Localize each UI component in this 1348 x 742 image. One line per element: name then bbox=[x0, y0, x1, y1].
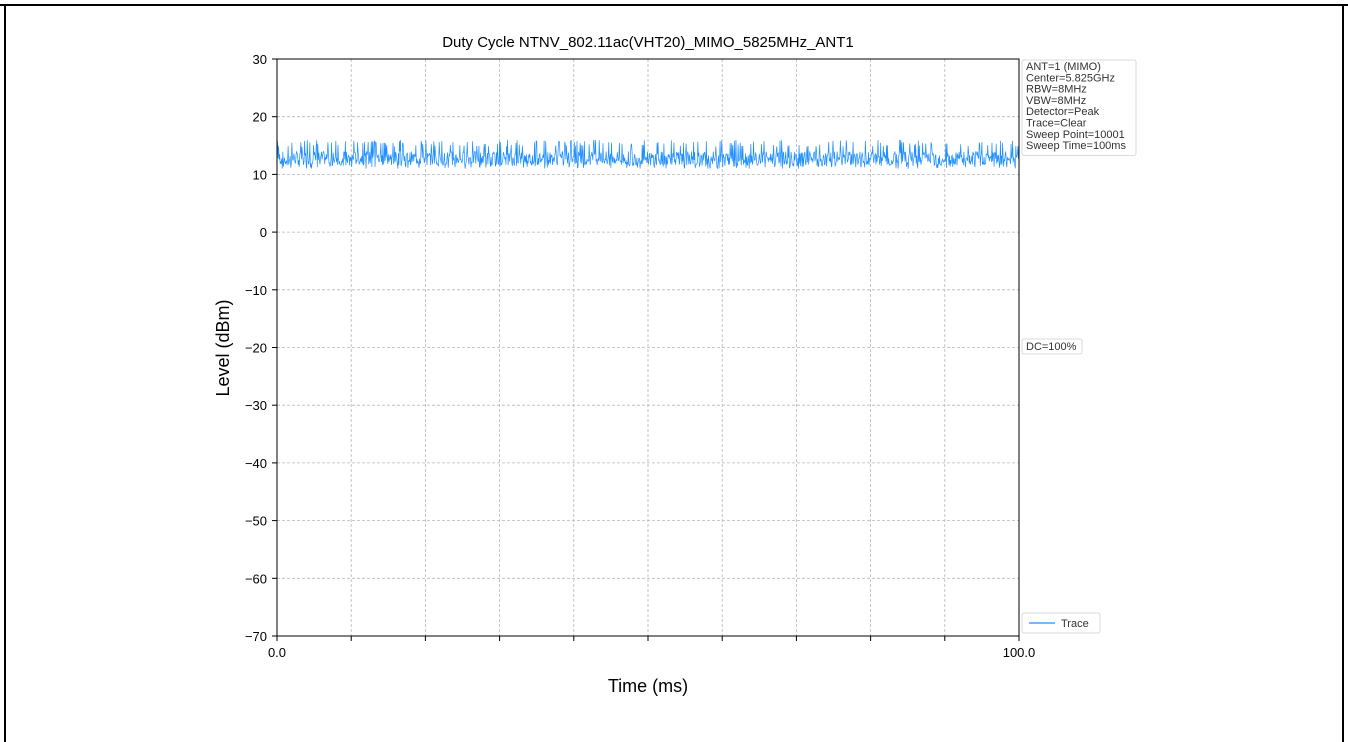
x-tick-label: 0.0 bbox=[268, 645, 286, 660]
info-box-line: RBW=8MHz bbox=[1026, 84, 1087, 96]
y-tick-label: 10 bbox=[253, 167, 267, 182]
trace-layer bbox=[276, 139, 1020, 170]
y-tick-label: −40 bbox=[245, 456, 267, 471]
frame-top-border bbox=[0, 4, 1348, 6]
y-axis-label: Level (dBm) bbox=[213, 299, 233, 396]
frame-left-border bbox=[4, 4, 6, 742]
x-axis-label: Time (ms) bbox=[608, 676, 688, 696]
y-tick-label: −10 bbox=[245, 283, 267, 298]
info-box-line: Center=5.825GHz bbox=[1026, 72, 1115, 84]
info-box-line: Sweep Time=100ms bbox=[1026, 140, 1126, 152]
dc-annotation-frame bbox=[1021, 338, 1083, 355]
info-box-line: Trace=Clear bbox=[1026, 118, 1087, 130]
y-tick-label: −20 bbox=[245, 341, 267, 356]
y-tick-label: −50 bbox=[245, 514, 267, 529]
trace-line bbox=[276, 139, 1020, 170]
y-tick-label: −70 bbox=[245, 629, 267, 644]
dc-annotation: DC=100% bbox=[1026, 341, 1077, 353]
chart-title: Duty Cycle NTNV_802.11ac(VHT20)_MIMO_582… bbox=[442, 34, 854, 51]
info-box-line: ANT=1 (MIMO) bbox=[1026, 61, 1101, 73]
legend: Trace bbox=[1021, 612, 1101, 634]
y-tick-label: −60 bbox=[245, 571, 267, 586]
frame-right-border bbox=[1342, 4, 1344, 742]
y-tick-label: −30 bbox=[245, 398, 267, 413]
info-box: ANT=1 (MIMO)Center=5.825GHzRBW=8MHzVBW=8… bbox=[1021, 59, 1137, 156]
y-tick-label: 0 bbox=[260, 225, 267, 240]
tick-layer: 30 20 10 0 −10 −20 −30 −40 −50 −60 −700.0 100.0 bbox=[245, 52, 1035, 660]
y-tick-label: 20 bbox=[253, 110, 267, 125]
info-box-line: Detector=Peak bbox=[1026, 106, 1100, 118]
legend-label: Trace bbox=[1061, 618, 1089, 630]
figure-background bbox=[183, 6, 1167, 742]
y-tick-label: 30 bbox=[253, 52, 267, 67]
annotation-layer: DC=100% bbox=[1021, 338, 1083, 355]
x-tick-label: 100.0 bbox=[1003, 645, 1036, 660]
info-box-frame bbox=[1021, 59, 1137, 156]
legend-frame bbox=[1021, 612, 1101, 634]
info-box-line: VBW=8MHz bbox=[1026, 95, 1086, 107]
info-box-line: Sweep Point=10001 bbox=[1026, 129, 1125, 141]
